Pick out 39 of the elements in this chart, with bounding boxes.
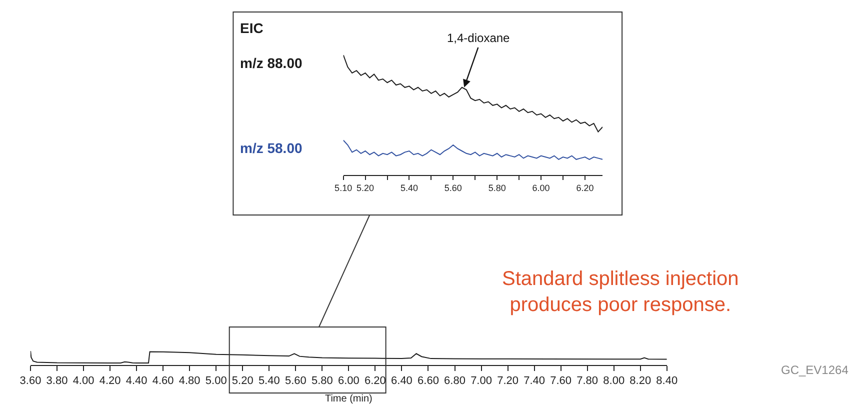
x-tick-label: 8.40 [656, 375, 678, 388]
x-tick-label: 5.60 [284, 375, 306, 388]
chart-title: EIC [240, 20, 264, 36]
x-tick-label: 6.80 [444, 375, 466, 388]
x-tick-label: 5.40 [258, 375, 280, 388]
x-tick-label: 6.00 [338, 375, 360, 388]
x-tick-label: 4.60 [152, 375, 174, 388]
annotation: 1,4-dioxane [447, 31, 510, 45]
text: m/z 58.00 [240, 140, 302, 156]
x-tick-label: 7.00 [470, 375, 492, 388]
x-tick-label: 6.40 [391, 375, 412, 388]
x-tick-label: 4.20 [99, 375, 121, 388]
x-axis-title: Time (min) [324, 394, 372, 405]
text: Standard splitless injection produces poor response. [502, 268, 739, 316]
x-tick-label: 5.40 [400, 182, 418, 193]
x-tick-label: 5.60 [444, 182, 462, 193]
x-tick-label: 3.80 [46, 375, 68, 388]
x-tick-label: 5.00 [205, 375, 227, 388]
x-tick-label: 6.60 [418, 375, 439, 388]
x-tick-label: 4.40 [126, 375, 148, 388]
x-tick-label: 4.00 [72, 375, 94, 388]
x-tick-label: 7.40 [524, 375, 546, 388]
x-tick-label: 7.20 [497, 375, 518, 388]
x-tick-label: 5.20 [232, 375, 254, 388]
x-tick-label: 4.80 [178, 375, 200, 388]
x-tick-label: 6.00 [532, 182, 550, 193]
x-tick-label: 5.80 [311, 375, 333, 388]
x-tick-label: 6.20 [364, 375, 386, 388]
x-tick-label: 5.80 [488, 182, 506, 193]
x-tick-label: 3.60 [20, 375, 42, 388]
x-tick-label: 7.60 [550, 375, 572, 388]
text: m/z 88.00 [240, 55, 302, 71]
x-tick-label: 7.80 [576, 375, 598, 388]
x-tick-label: 6.20 [576, 182, 594, 193]
x-tick-label: 8.20 [630, 375, 652, 388]
x-tick-label: 5.20 [356, 182, 374, 193]
x-tick-label: 5.10 [334, 182, 352, 193]
text: GC_EV1264 [781, 363, 849, 377]
x-tick-label: 8.00 [603, 375, 625, 388]
